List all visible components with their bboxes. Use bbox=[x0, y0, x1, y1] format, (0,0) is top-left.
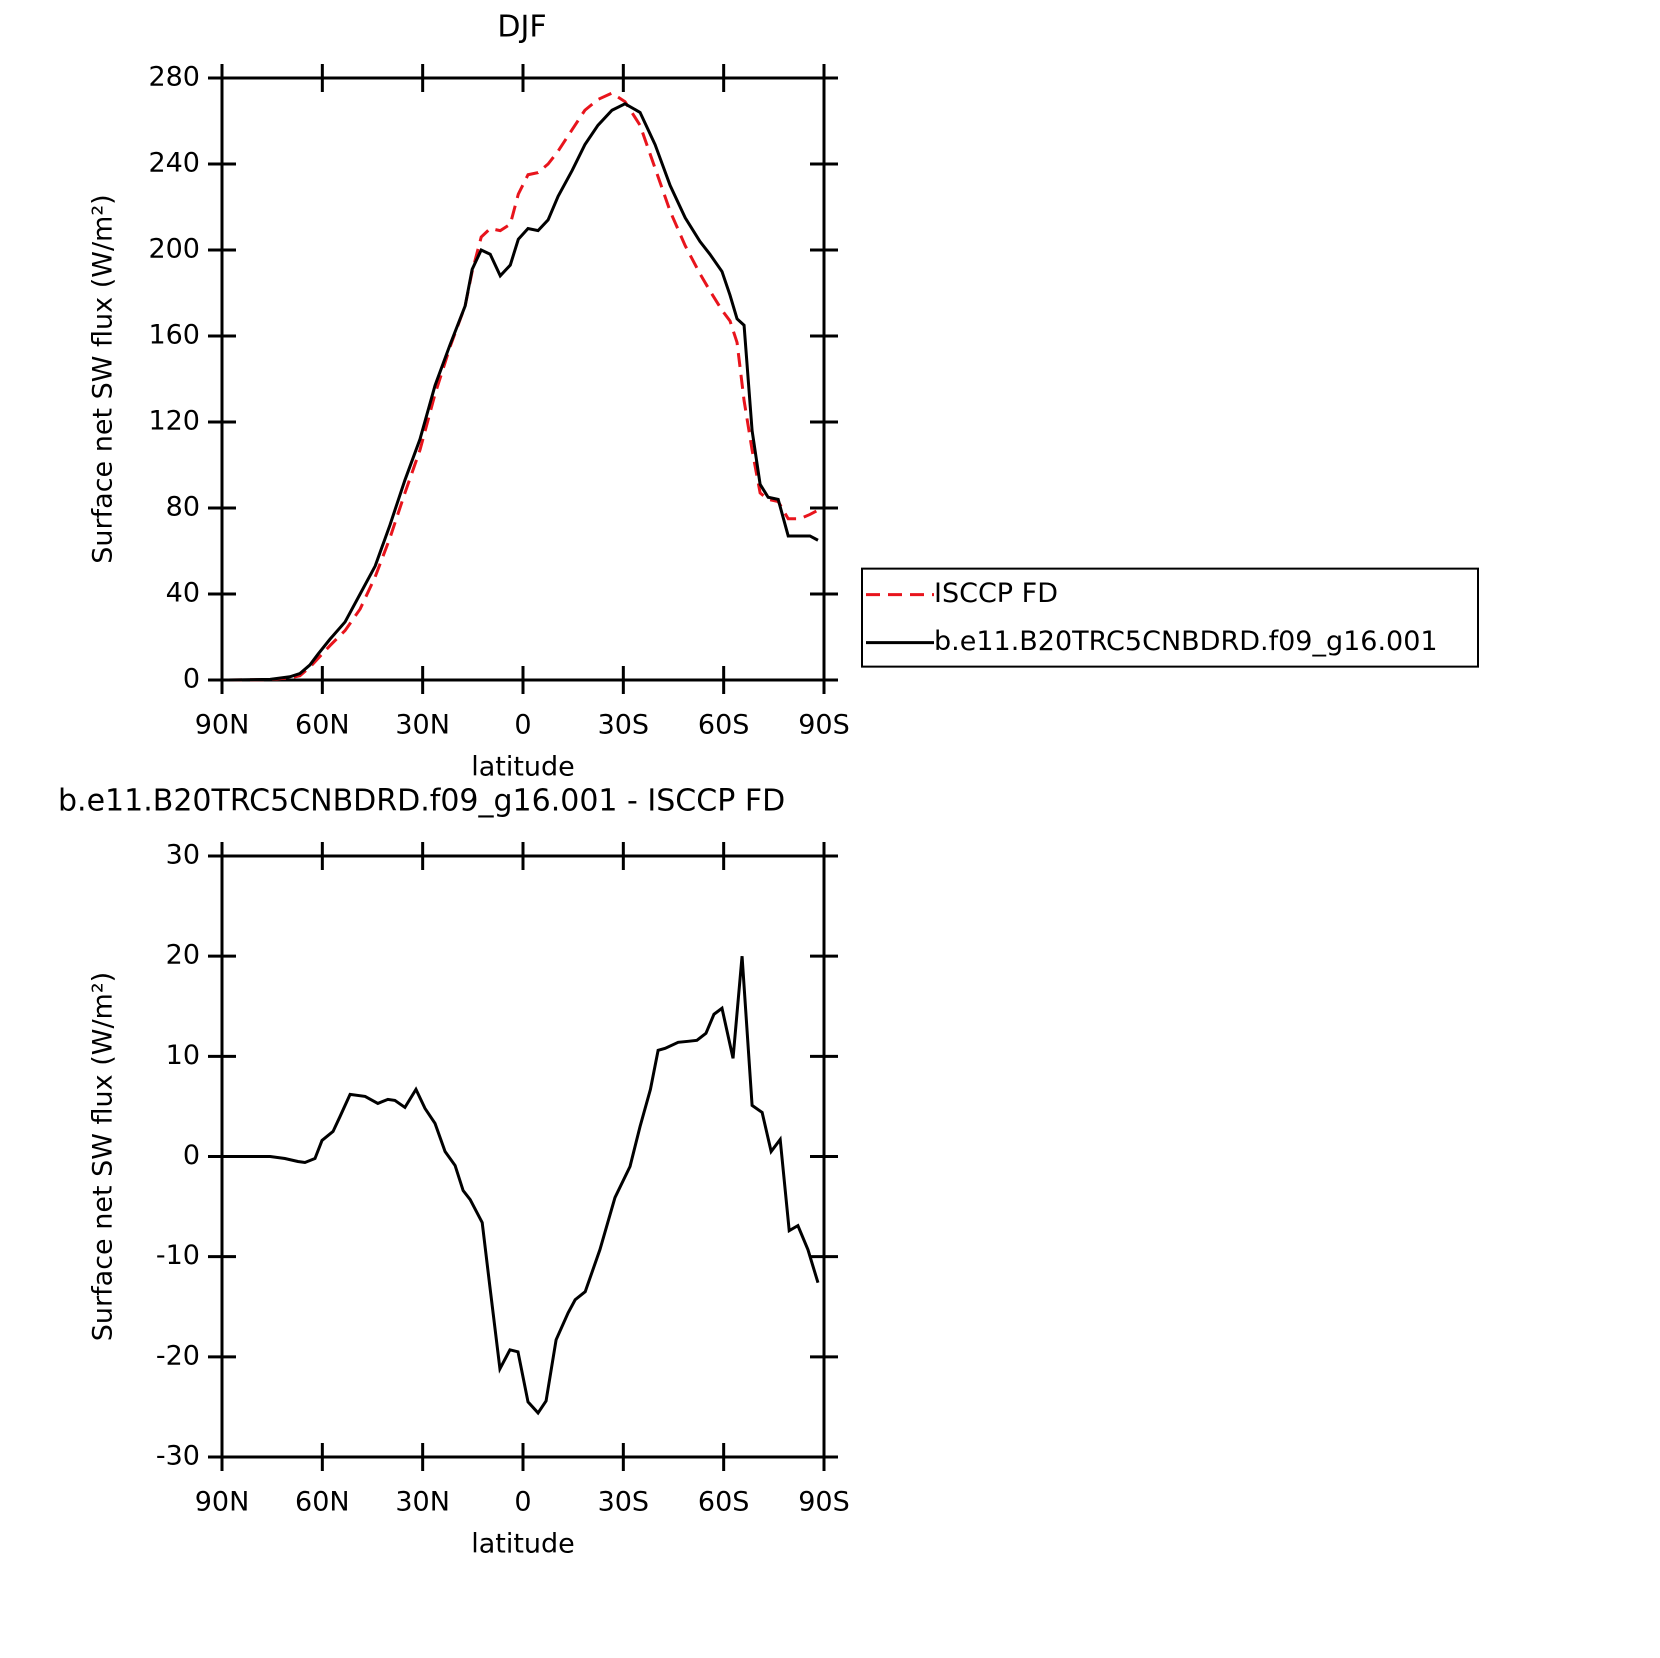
x-tick-label: 30S bbox=[598, 710, 650, 741]
x-tick-label: 30N bbox=[395, 1487, 450, 1518]
y-tick-label: 0 bbox=[183, 1140, 200, 1171]
y-tick-label: 120 bbox=[148, 406, 200, 437]
chart-title: b.e11.B20TRC5CNBDRD.f09_g16.001 - ISCCP … bbox=[58, 784, 785, 819]
x-axis-label: latitude bbox=[471, 1529, 575, 1560]
y-axis-label: Surface net SW flux (W/m²) bbox=[88, 972, 119, 1341]
legend-label: ISCCP FD bbox=[934, 578, 1058, 609]
data-line bbox=[227, 102, 819, 682]
data-line bbox=[228, 91, 819, 682]
x-tick-label: 30S bbox=[598, 1487, 650, 1518]
plot-frame bbox=[220, 76, 826, 682]
y-axis-label: Surface net SW flux (W/m²) bbox=[88, 194, 119, 563]
x-tick-label: 0 bbox=[514, 1487, 531, 1518]
x-tick-label: 60S bbox=[698, 710, 750, 741]
x-tick-label: 0 bbox=[514, 710, 531, 741]
legend-label: b.e11.B20TRC5CNBDRD.f09_g16.001 bbox=[934, 626, 1438, 657]
y-tick-label: 10 bbox=[166, 1040, 200, 1071]
x-tick-label: 90S bbox=[798, 1487, 850, 1518]
chart-title: DJF bbox=[497, 10, 546, 45]
y-tick-label: 80 bbox=[166, 492, 200, 523]
x-tick-label: 60N bbox=[295, 710, 350, 741]
y-tick-label: 20 bbox=[166, 940, 200, 971]
y-tick-label: 240 bbox=[148, 148, 200, 179]
y-tick-label: 0 bbox=[183, 664, 200, 695]
y-tick-label: -20 bbox=[156, 1340, 200, 1371]
y-tick-label: 30 bbox=[166, 840, 200, 871]
y-tick-label: 160 bbox=[148, 320, 200, 351]
x-tick-label: 90N bbox=[195, 710, 250, 741]
x-tick-label: 60S bbox=[698, 1487, 750, 1518]
data-line bbox=[228, 956, 820, 1416]
x-tick-label: 90N bbox=[195, 1487, 250, 1518]
y-tick-label: 40 bbox=[166, 578, 200, 609]
y-tick-label: -10 bbox=[156, 1240, 200, 1271]
y-tick-label: -30 bbox=[156, 1441, 200, 1472]
x-tick-label: 30N bbox=[395, 710, 450, 741]
x-tick-label: 60N bbox=[295, 1487, 350, 1518]
x-axis-label: latitude bbox=[471, 752, 575, 783]
x-tick-label: 90S bbox=[798, 710, 850, 741]
plot-frame bbox=[220, 854, 826, 1459]
legend-box bbox=[861, 567, 1479, 668]
y-tick-label: 280 bbox=[148, 62, 200, 93]
y-tick-label: 200 bbox=[148, 234, 200, 265]
